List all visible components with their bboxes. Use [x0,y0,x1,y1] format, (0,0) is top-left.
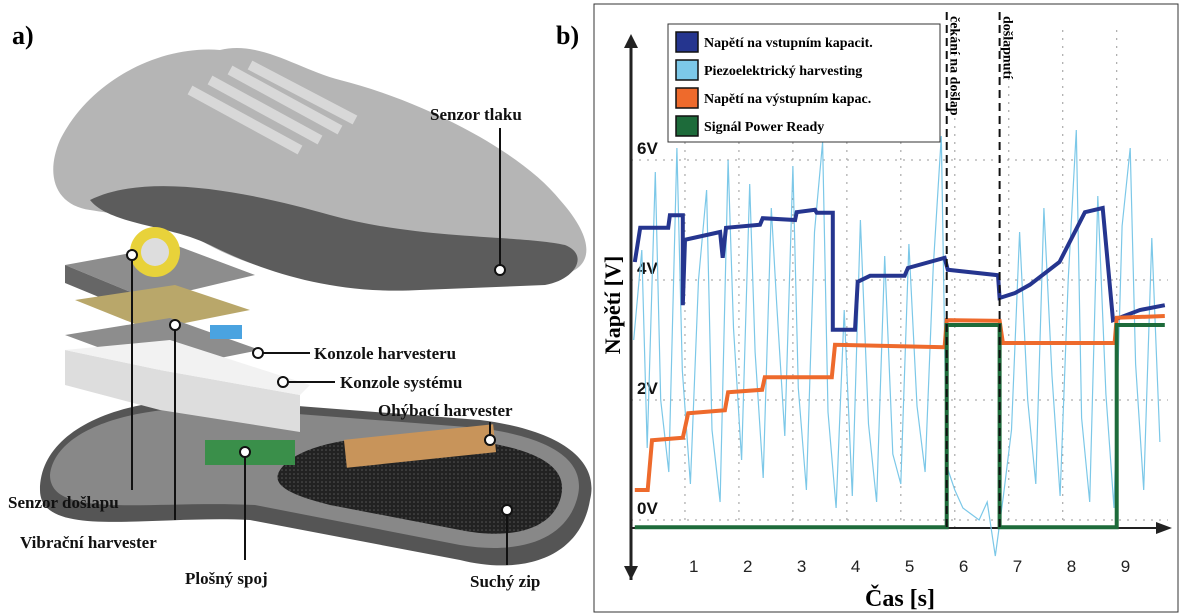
callout: Konzole harvesteru [314,344,456,363]
x-tick-label: 6 [959,557,968,576]
legend-label: Signál Power Ready [704,120,824,135]
leader-dot [278,377,288,387]
x-tick-label: 9 [1121,557,1130,576]
annotation: čekání na došlap [947,16,962,116]
legend-swatch [676,116,698,136]
leader-dot [495,265,505,275]
legend-swatch [676,88,698,108]
callout: Ohýbací harvester [378,401,513,420]
y-axis-arrow [624,34,638,48]
legend-swatch [676,60,698,80]
series-line [635,325,1165,527]
legend: Napětí na vstupním kapacit. Piezoelektric… [668,24,940,142]
x-tick-label: 7 [1013,557,1022,576]
x-tick-label: 4 [851,557,860,576]
panel-label: a) [12,21,34,50]
x-axis-arrow [1156,522,1172,534]
callout: Vibrační harvester [20,533,157,552]
x-tick-label: 8 [1067,557,1076,576]
x-tick-label: 3 [797,557,806,576]
y-axis-arrow [624,566,638,580]
legend-label: Napětí na vstupním kapacit. [704,36,873,51]
figure: a) Senzor tlaku Konzole harvesteru Konzo… [0,0,1183,616]
x-tick-label: 1 [689,557,698,576]
legend-swatch [676,32,698,52]
legend-label: Napětí na výstupním kapac. [704,92,871,107]
callout: Senzor tlaku [430,105,522,124]
y-axis-title: Napětí [V] [600,256,625,354]
callout: Plošný spoj [185,569,268,588]
leader-dot [240,447,250,457]
leader-dot [502,505,512,515]
shoe-illustration [40,48,592,565]
series-line [635,316,1165,490]
leader-dot [170,320,180,330]
leader-dot [127,250,137,260]
callout: Suchý zip [470,572,540,591]
legend-label: Piezoelektrický harvesting [704,64,862,79]
y-tick-label: 2V [637,379,658,398]
leader-dot [253,348,263,358]
panel-label: b) [556,21,579,50]
annotation: došlapnutí [1000,16,1015,80]
y-tick-label: 0V [637,499,658,518]
callout: Senzor došlapu [8,493,119,512]
y-tick-label: 6V [637,139,658,158]
series-line [635,208,1165,330]
callout: Konzole systému [340,373,462,392]
x-axis-title: Čas [s] [865,585,935,612]
leader-dot [485,435,495,445]
x-tick-label: 2 [743,557,752,576]
x-tick-label: 5 [905,557,914,576]
